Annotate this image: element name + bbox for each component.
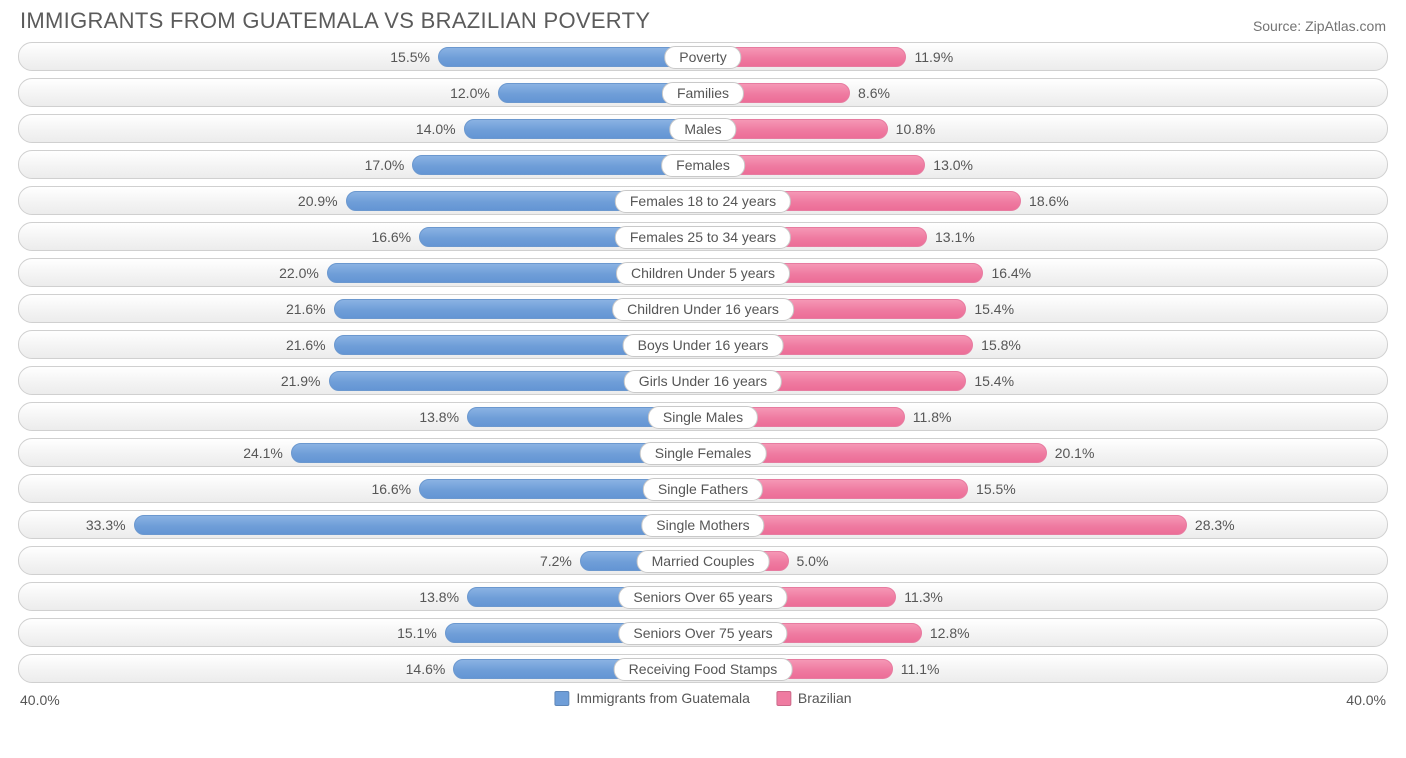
- category-label: Girls Under 16 years: [624, 370, 782, 393]
- value-left: 33.3%: [86, 517, 126, 533]
- chart-row: 14.6% 11.1% Receiving Food Stamps: [18, 654, 1388, 683]
- chart-row: 13.8% 11.3% Seniors Over 65 years: [18, 582, 1388, 611]
- chart-row: 21.6% 15.4% Children Under 16 years: [18, 294, 1388, 323]
- chart-row: 16.6% 15.5% Single Fathers: [18, 474, 1388, 503]
- chart-footer: 40.0% 40.0% Immigrants from Guatemala Br…: [18, 690, 1388, 714]
- axis-max-left: 40.0%: [20, 692, 60, 708]
- value-left: 15.5%: [390, 49, 430, 65]
- category-label: Seniors Over 65 years: [618, 586, 787, 609]
- chart-row: 14.0% 10.8% Males: [18, 114, 1388, 143]
- chart-row: 7.2% 5.0% Married Couples: [18, 546, 1388, 575]
- category-label: Single Fathers: [643, 478, 763, 501]
- category-label: Males: [669, 118, 736, 141]
- chart-row: 21.6% 15.8% Boys Under 16 years: [18, 330, 1388, 359]
- diverging-bar-chart: 15.5%11.9%Poverty12.0%8.6%Families14.0%1…: [18, 40, 1388, 683]
- value-left: 14.0%: [416, 121, 456, 137]
- category-label: Seniors Over 75 years: [618, 622, 787, 645]
- category-label: Receiving Food Stamps: [614, 658, 793, 681]
- value-left: 24.1%: [243, 445, 283, 461]
- bar-left: [412, 155, 703, 175]
- legend-label-left: Immigrants from Guatemala: [576, 690, 750, 706]
- chart-row: 22.0% 16.4% Children Under 5 years: [18, 258, 1388, 287]
- value-left: 16.6%: [371, 229, 411, 245]
- value-right: 13.0%: [933, 157, 973, 173]
- category-label: Poverty: [664, 46, 741, 69]
- value-left: 13.8%: [419, 409, 459, 425]
- chart-header: IMMIGRANTS FROM GUATEMALA VS BRAZILIAN P…: [18, 8, 1388, 40]
- value-right: 5.0%: [797, 553, 829, 569]
- legend-label-right: Brazilian: [798, 690, 852, 706]
- legend-item-left: Immigrants from Guatemala: [554, 690, 750, 706]
- chart-row: 24.1% 20.1% Single Females: [18, 438, 1388, 467]
- value-left: 15.1%: [397, 625, 437, 641]
- value-left: 14.6%: [406, 661, 446, 677]
- value-left: 21.6%: [286, 301, 326, 317]
- category-label: Females 25 to 34 years: [615, 226, 791, 249]
- value-left: 21.9%: [281, 373, 321, 389]
- value-left: 12.0%: [450, 85, 490, 101]
- chart-row: 20.9% 18.6% Females 18 to 24 years: [18, 186, 1388, 215]
- value-right: 10.8%: [896, 121, 936, 137]
- legend-swatch-right: [776, 691, 791, 706]
- bar-left: [438, 47, 703, 67]
- value-left: 21.6%: [286, 337, 326, 353]
- value-right: 11.1%: [901, 661, 940, 677]
- category-label: Children Under 16 years: [612, 298, 794, 321]
- category-label: Married Couples: [637, 550, 770, 573]
- chart-row: 17.0% 13.0% Females: [18, 150, 1388, 179]
- value-left: 13.8%: [419, 589, 459, 605]
- value-right: 12.8%: [930, 625, 970, 641]
- category-label: Single Females: [640, 442, 767, 465]
- value-right: 11.3%: [904, 589, 943, 605]
- bar-right: [703, 515, 1187, 535]
- chart-title: IMMIGRANTS FROM GUATEMALA VS BRAZILIAN P…: [20, 8, 650, 34]
- value-right: 18.6%: [1029, 193, 1069, 209]
- category-label: Children Under 5 years: [616, 262, 790, 285]
- bar-left: [464, 119, 703, 139]
- value-right: 11.9%: [914, 49, 953, 65]
- value-right: 15.8%: [981, 337, 1021, 353]
- value-right: 15.4%: [974, 301, 1014, 317]
- source-name: ZipAtlas.com: [1305, 18, 1386, 34]
- axis-max-right: 40.0%: [1346, 692, 1386, 708]
- value-right: 20.1%: [1055, 445, 1095, 461]
- chart-row: 15.5% 11.9% Poverty: [18, 42, 1388, 71]
- category-label: Single Mothers: [641, 514, 764, 537]
- value-right: 15.4%: [974, 373, 1014, 389]
- category-label: Single Males: [648, 406, 758, 429]
- value-left: 17.0%: [365, 157, 405, 173]
- chart-row: 15.1% 12.8% Seniors Over 75 years: [18, 618, 1388, 647]
- value-right: 16.4%: [991, 265, 1031, 281]
- chart-row: 12.0% 8.6% Families: [18, 78, 1388, 107]
- value-left: 7.2%: [540, 553, 572, 569]
- chart-row: 33.3% 28.3% Single Mothers: [18, 510, 1388, 539]
- legend-swatch-left: [554, 691, 569, 706]
- category-label: Females 18 to 24 years: [615, 190, 791, 213]
- value-right: 11.8%: [913, 409, 952, 425]
- value-left: 20.9%: [298, 193, 338, 209]
- value-right: 8.6%: [858, 85, 890, 101]
- category-label: Females: [661, 154, 745, 177]
- chart-source: Source: ZipAtlas.com: [1253, 18, 1386, 34]
- value-left: 22.0%: [279, 265, 319, 281]
- chart-row: 13.8% 11.8% Single Males: [18, 402, 1388, 431]
- value-right: 28.3%: [1195, 517, 1235, 533]
- legend-item-right: Brazilian: [776, 690, 852, 706]
- chart-row: 21.9% 15.4% Girls Under 16 years: [18, 366, 1388, 395]
- category-label: Families: [662, 82, 744, 105]
- legend: Immigrants from Guatemala Brazilian: [554, 690, 851, 706]
- category-label: Boys Under 16 years: [623, 334, 784, 357]
- bar-left: [134, 515, 703, 535]
- chart-row: 16.6% 13.1% Females 25 to 34 years: [18, 222, 1388, 251]
- value-right: 15.5%: [976, 481, 1016, 497]
- source-prefix: Source:: [1253, 18, 1305, 34]
- value-left: 16.6%: [371, 481, 411, 497]
- value-right: 13.1%: [935, 229, 975, 245]
